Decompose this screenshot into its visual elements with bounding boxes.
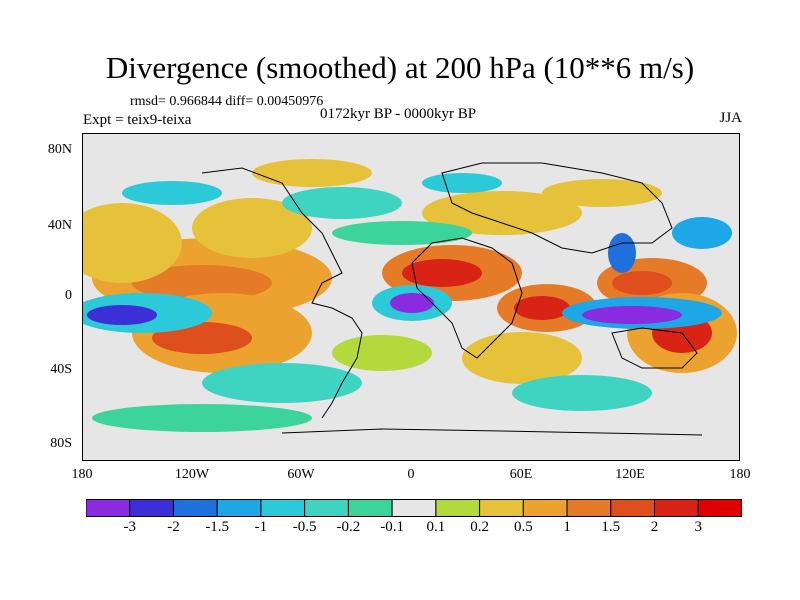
map-frame [82, 133, 740, 461]
divergence-map [82, 133, 740, 461]
colorbar-swatch [129, 499, 174, 517]
y-tick-label: 80N [47, 142, 72, 157]
x-tick-label: 180 [71, 467, 93, 482]
colorbar-swatch [697, 499, 743, 517]
colorbar-label: 3 [694, 519, 703, 535]
colorbar-swatch [260, 499, 306, 517]
colorbar-swatch [304, 499, 349, 517]
x-tick-label: 60W [287, 467, 315, 482]
colorbar-label: 1.5 [601, 519, 621, 535]
experiment-label: Expt = teix9-teixa [83, 112, 192, 128]
colorbar-swatch [85, 499, 131, 517]
colorbar-label: -0.1 [380, 519, 404, 535]
colorbar-label: -0.5 [292, 519, 317, 535]
plot-title: Divergence (smoothed) at 200 hPa (10**6 … [105, 50, 695, 85]
y-tick-label: 80S [50, 436, 72, 451]
stats-label: rmsd= 0.966844 diff= 0.00450976 [130, 94, 324, 109]
colorbar-swatch [479, 499, 524, 517]
colorbar-swatch [347, 499, 393, 517]
colorbar-label: -0.2 [336, 519, 361, 535]
y-tick-label: 40N [47, 218, 72, 233]
x-tick-label: 0 [407, 467, 415, 482]
colorbar-swatch [566, 499, 612, 517]
coastlines [201, 162, 703, 436]
colorbar-label: -3 [123, 519, 136, 535]
colorbar-swatch [391, 499, 437, 517]
colorbar-label: -2 [167, 519, 180, 535]
y-tick-label: 0 [65, 288, 72, 303]
colorbar-swatch [522, 499, 568, 517]
colorbar-swatch [610, 499, 656, 517]
colorbar-label: -1.5 [205, 519, 230, 535]
colorbar-swatch [172, 499, 218, 517]
x-tick-label: 60E [509, 467, 533, 482]
colorbar-label: -1 [254, 519, 268, 535]
period-label: 0172kyr BP - 0000kyr BP [320, 106, 477, 122]
x-tick-label: 180 [729, 467, 751, 482]
map-panel [82, 133, 740, 461]
colorbar [85, 499, 743, 522]
colorbar-swatches [85, 499, 743, 517]
colorbar-swatch [435, 499, 481, 517]
colorbar-swatch [216, 499, 262, 517]
negative-divergence-regions [82, 173, 732, 432]
colorbar-label: 1 [563, 519, 571, 535]
colorbar-label: 0.5 [513, 519, 533, 535]
x-tick-label: 120W [174, 467, 210, 482]
colorbar-label: 0.1 [426, 519, 446, 535]
colorbar-label: 2 [650, 519, 659, 535]
colorbar-label: 0.2 [470, 519, 489, 535]
x-tick-label: 120E [615, 467, 645, 482]
colorbar-swatch [654, 499, 699, 517]
season-label: JJA [719, 110, 742, 126]
y-tick-label: 40S [50, 362, 72, 377]
